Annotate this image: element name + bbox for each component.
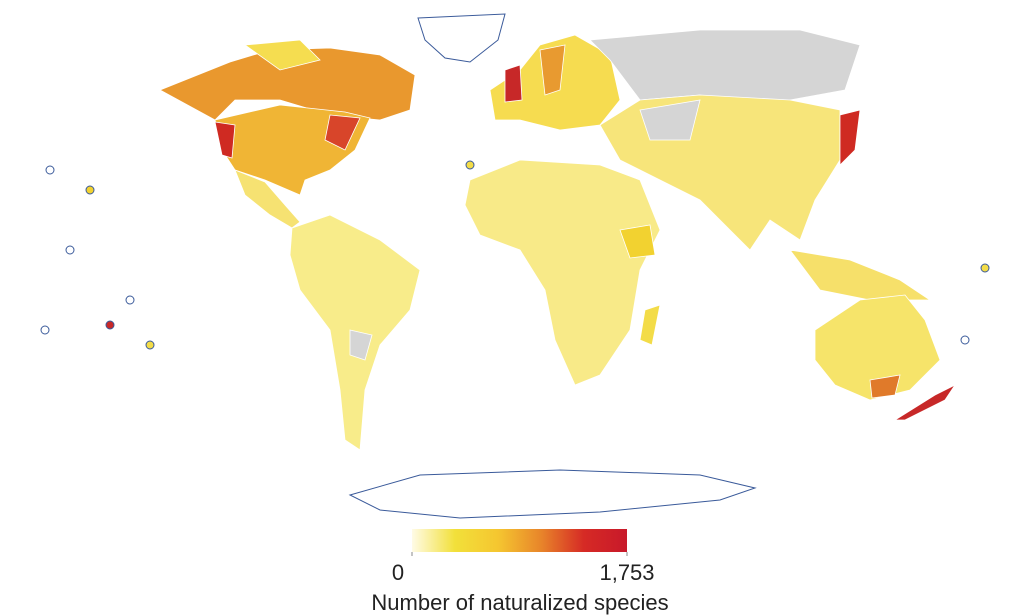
scandinavia — [539, 44, 566, 96]
island — [465, 160, 475, 170]
ethiopia — [619, 224, 656, 259]
arctic-islands — [243, 39, 321, 71]
australia — [814, 294, 941, 401]
california — [214, 121, 236, 159]
legend: Number of naturalized species 0 1,753 — [371, 529, 669, 615]
africa — [464, 159, 661, 386]
antarctica — [348, 469, 757, 519]
us-northeast — [324, 114, 361, 151]
greenland — [417, 13, 506, 63]
landmasses — [159, 13, 957, 519]
japan — [839, 109, 861, 166]
legend-tick-label: 0 — [392, 560, 404, 585]
central-asia — [639, 99, 701, 141]
legend-colorbar — [412, 529, 627, 552]
island — [45, 165, 55, 175]
central-america — [234, 169, 301, 229]
island — [125, 295, 135, 305]
united-kingdom — [504, 64, 523, 103]
madagascar — [639, 304, 661, 346]
legend-tick-label: 1,753 — [599, 560, 654, 585]
island — [65, 245, 75, 255]
island — [960, 335, 970, 345]
pacific-islands — [40, 160, 990, 350]
island — [980, 263, 990, 273]
island — [85, 185, 95, 195]
southeast-asia-islands — [789, 249, 932, 301]
new-zealand — [893, 383, 957, 421]
island — [105, 320, 115, 330]
island — [40, 325, 50, 335]
paraguay — [349, 329, 373, 361]
island — [145, 340, 155, 350]
victoria — [869, 374, 901, 399]
legend-title: Number of naturalized species — [371, 590, 668, 615]
